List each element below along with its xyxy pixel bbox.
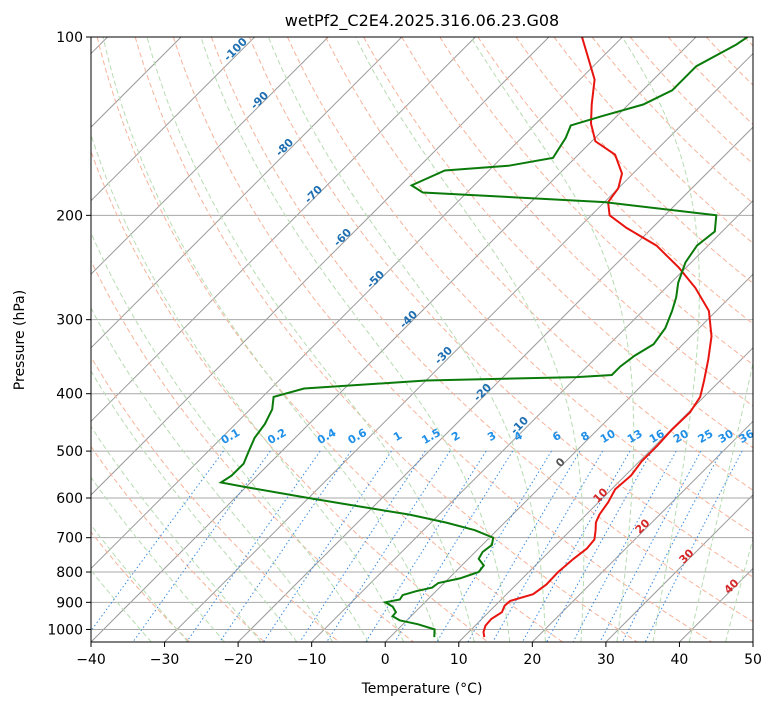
plot-frame: [90, 36, 754, 643]
moist-adiabat-line: [91, 476, 225, 642]
x-tick-label: 30: [597, 652, 615, 668]
dry-adiabat-line: [363, 37, 753, 449]
dry-adiabat-line: [248, 37, 753, 578]
moist-adiabat-line: [102, 37, 440, 642]
moist-adiabat-line: [91, 425, 262, 642]
dry-adiabat-line: [172, 37, 713, 642]
y-tick-label: 700: [56, 531, 83, 547]
isotherm-line: [164, 52, 753, 642]
isotherm-line: [91, 37, 329, 275]
dry-adiabat-line: [401, 37, 753, 407]
y-tick-label: 800: [56, 565, 83, 581]
isotherm-line: [458, 347, 753, 642]
moist-adiabat-line: [621, 37, 700, 642]
isotherm-line: [237, 126, 753, 642]
mixing-ratio-line: [394, 450, 514, 642]
mixing-ratio-line: [299, 450, 426, 642]
y-tick-label: 500: [56, 444, 83, 460]
x-tick-label: −20: [223, 652, 253, 668]
isotherm-line: [531, 420, 753, 642]
y-axis-label: Pressure (hPa): [12, 290, 28, 390]
dry-adiabat-line: [91, 150, 489, 642]
temperature-profile-line: [482, 37, 713, 638]
dry-adiabat-line: [91, 356, 340, 642]
moist-adiabat-line: [91, 231, 369, 642]
mixing-ratio-line: [546, 450, 653, 642]
moist-adiabat-line: [200, 37, 511, 642]
y-tick-label: 300: [56, 313, 83, 329]
mixing-ratio-line: [599, 450, 702, 642]
y-tick-label: 900: [56, 595, 83, 611]
dry-adiabat-line: [91, 259, 414, 642]
chart-title: wetPf2_C2E4.2025.316.06.23.G08: [285, 11, 559, 31]
isotherm-line: [91, 37, 476, 423]
moist-adiabat-line: [91, 307, 334, 642]
dry-adiabat-line: [515, 37, 753, 284]
dewpoint-profile-line: [218, 37, 749, 638]
axis-ticks: −40 −30 −20 −10 0 10 20 30 40 50 100 200 300 400 500 60…: [47, 30, 762, 668]
profile-lines: [218, 37, 749, 638]
dry-adiabat-line: [439, 37, 753, 366]
y-tick-label: 100: [56, 30, 83, 46]
mixing-ratio-line: [492, 450, 604, 642]
isotherm-line: [605, 494, 753, 642]
moist-adiabat-line: [725, 536, 753, 642]
moist-adiabat-line: [688, 360, 753, 642]
x-tick-label: −10: [297, 652, 327, 668]
x-tick-label: 10: [450, 652, 468, 668]
mixing-ratio-line: [622, 450, 722, 642]
y-tick-label: 1000: [47, 622, 83, 638]
moist-adiabat-line: [91, 133, 405, 642]
x-tick-label: 50: [744, 652, 762, 668]
x-tick-label: −40: [76, 652, 106, 668]
dry-adiabat-line: [134, 37, 638, 642]
dry-adiabat-line: [96, 37, 563, 642]
moist-adiabat-line: [355, 37, 585, 642]
mixing-ratio-line: [263, 450, 392, 642]
moist-adiabat-line: [146, 37, 475, 642]
y-tick-label: 200: [56, 208, 83, 224]
mixing-ratio-line: [572, 450, 677, 642]
mixing-ratio-line: [522, 450, 631, 642]
moist-adiabat-line: [267, 37, 546, 642]
dry-adiabat-line: [210, 37, 753, 623]
isotherm-line: [91, 37, 550, 496]
x-tick-label: 0: [381, 652, 390, 668]
x-axis-label: Temperature (°C): [361, 681, 483, 697]
dry-adiabat-line: [477, 37, 753, 325]
mixing-ratio-line: [644, 450, 743, 642]
isotherm-line: [384, 273, 753, 642]
dry-adiabat-line: [325, 37, 753, 491]
x-tick-label: −30: [150, 652, 180, 668]
dry-adiabat-line: [91, 445, 265, 642]
x-tick-label: 20: [523, 652, 541, 668]
isotherm-line: [91, 37, 403, 349]
x-tick-label: 40: [671, 652, 689, 668]
dry-adiabat-line: [91, 531, 191, 642]
mixing-ratio-line: [219, 450, 352, 642]
isotherm-line: [91, 37, 256, 202]
y-tick-label: 400: [56, 387, 83, 403]
y-tick-label: 600: [56, 491, 83, 507]
mixing-ratio-line: [91, 450, 224, 632]
isotherm-line: [91, 37, 623, 570]
